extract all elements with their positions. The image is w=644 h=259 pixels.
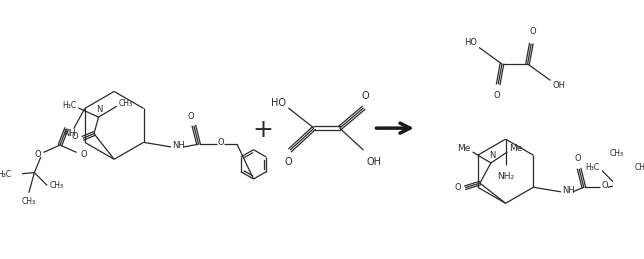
Text: NH: NH — [63, 129, 75, 138]
Text: O: O — [71, 132, 79, 141]
Text: O: O — [80, 150, 87, 159]
Text: H₃C: H₃C — [62, 101, 77, 110]
Text: NH: NH — [562, 185, 574, 195]
Text: O: O — [285, 157, 292, 168]
Text: N: N — [489, 151, 495, 160]
Text: Me: Me — [509, 144, 523, 153]
Text: CH₃: CH₃ — [22, 197, 36, 206]
Text: O: O — [601, 181, 608, 190]
Text: O: O — [34, 150, 41, 159]
Text: O: O — [454, 183, 460, 192]
Text: +: + — [252, 118, 273, 142]
Text: HO: HO — [464, 38, 477, 47]
Text: CH₃: CH₃ — [610, 149, 624, 158]
Text: O: O — [218, 138, 224, 147]
Text: CH₃: CH₃ — [634, 163, 644, 171]
Text: O: O — [574, 154, 581, 163]
Text: Me: Me — [457, 144, 471, 153]
Text: O: O — [530, 27, 536, 37]
Text: OH: OH — [553, 81, 565, 90]
Text: H₃C: H₃C — [0, 170, 12, 179]
Text: H₃C: H₃C — [585, 163, 600, 171]
Text: CH₃: CH₃ — [50, 181, 64, 190]
Text: O: O — [493, 91, 500, 99]
Text: OH: OH — [366, 157, 381, 168]
Text: NH₂: NH₂ — [497, 172, 514, 181]
Text: O: O — [361, 91, 369, 101]
Text: HO: HO — [270, 98, 285, 108]
Text: O: O — [188, 112, 194, 121]
Text: CH₃: CH₃ — [118, 99, 133, 108]
Text: NH: NH — [172, 141, 185, 150]
Text: N: N — [97, 105, 102, 114]
